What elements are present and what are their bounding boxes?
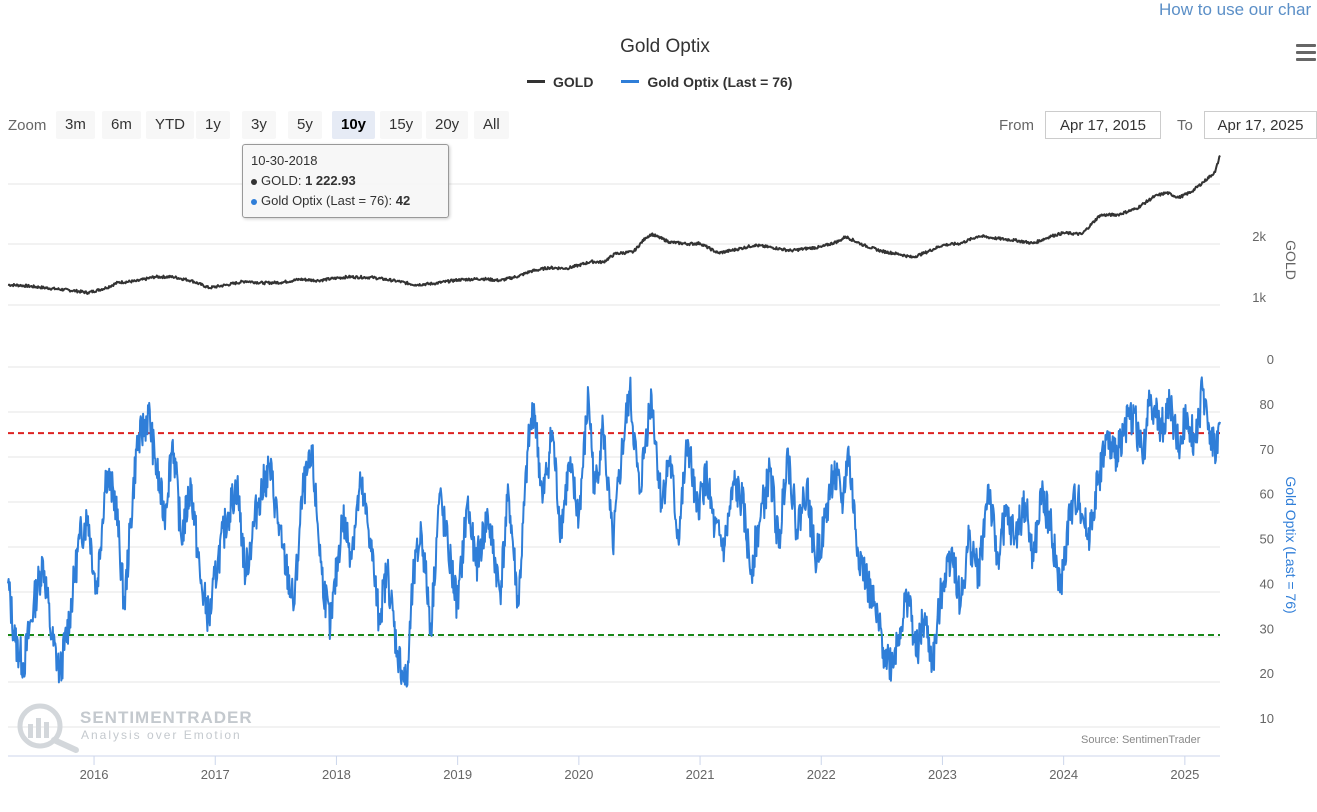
x-tick-label-2020: 2020 bbox=[564, 767, 593, 782]
optix-y-tick-label-20: 20 bbox=[1260, 666, 1274, 681]
tooltip-gold-row: GOLD: 1 222.93 bbox=[251, 171, 440, 191]
legend-label-gold: GOLD bbox=[553, 73, 594, 90]
zoom-button-20y[interactable]: 20y bbox=[426, 111, 469, 139]
to-date-input[interactable]: Apr 17, 2025 bbox=[1204, 111, 1317, 139]
zoom-button-15y[interactable]: 15y bbox=[380, 111, 423, 139]
from-label: From bbox=[999, 117, 1034, 134]
chart-legend: GOLD Gold Optix (Last = 76) bbox=[527, 70, 816, 90]
x-tick-label-2016: 2016 bbox=[80, 767, 109, 782]
legend-item-gold[interactable]: GOLD bbox=[527, 74, 593, 90]
x-tick-label-2025: 2025 bbox=[1170, 767, 1199, 782]
legend-swatch-optix bbox=[621, 80, 640, 83]
optix-y-tick-label-80: 80 bbox=[1260, 397, 1274, 412]
x-tick-label-2022: 2022 bbox=[807, 767, 836, 782]
optix-y-tick-label-40: 40 bbox=[1260, 576, 1274, 591]
tooltip-optix-row: Gold Optix (Last = 76): 42 bbox=[251, 191, 440, 211]
x-tick-label-2023: 2023 bbox=[928, 767, 957, 782]
chart-title: Gold Optix bbox=[620, 36, 710, 57]
tooltip-optix-value: 42 bbox=[395, 193, 411, 208]
zoom-button-3y[interactable]: 3y bbox=[242, 111, 276, 139]
to-label: To bbox=[1177, 117, 1193, 134]
tooltip-gold-label: GOLD bbox=[261, 173, 298, 188]
sentimentrader-logo-icon bbox=[17, 703, 79, 753]
gold-series-line bbox=[7, 154, 1221, 295]
zoom-label: Zoom bbox=[8, 117, 47, 134]
axis-layer: 2016 2017 2018 2019 2020 2021 2022 2023 2024 2025… bbox=[8, 229, 1299, 782]
legend-label-optix: Gold Optix (Last = 76) bbox=[647, 73, 793, 90]
optix-y-tick-label-50: 50 bbox=[1260, 532, 1274, 547]
x-tick-label-2018: 2018 bbox=[322, 767, 351, 782]
grid-layer bbox=[8, 183, 1220, 728]
optix-series-line bbox=[7, 376, 1221, 688]
gold-y-tick-label-2k: 2k bbox=[1252, 229, 1266, 244]
zoom-button-5y[interactable]: 5y bbox=[288, 111, 322, 139]
tooltip-optix-dot-icon bbox=[251, 198, 257, 205]
tooltip-gold-dot-icon bbox=[251, 178, 257, 185]
tooltip-gold-value: 1 222.93 bbox=[305, 173, 356, 188]
source-credit: Source: SentimenTrader bbox=[1081, 734, 1201, 746]
optix-y-axis-title: Gold Optix (Last = 76) bbox=[1283, 476, 1299, 613]
zoom-button-3m[interactable]: 3m bbox=[56, 111, 95, 139]
hamburger-menu-icon[interactable] bbox=[1296, 44, 1316, 65]
optix-y-tick-label-70: 70 bbox=[1260, 442, 1274, 457]
optix-y-tick-label-60: 60 bbox=[1260, 487, 1274, 502]
optix-y-tick-label-0: 0 bbox=[1267, 352, 1274, 367]
x-tick-label-2017: 2017 bbox=[201, 767, 230, 782]
tooltip-date: 10-30-2018 bbox=[251, 153, 318, 168]
data-tooltip: 10-30-2018 GOLD: 1 222.93 Gold Optix (La… bbox=[242, 144, 449, 218]
optix-y-tick-label-30: 30 bbox=[1260, 621, 1274, 636]
optix-y-tick-label-10: 10 bbox=[1260, 711, 1274, 726]
zoom-button-1y[interactable]: 1y bbox=[196, 111, 230, 139]
from-date-input[interactable]: Apr 17, 2015 bbox=[1045, 111, 1161, 139]
watermark-title: SENTIMENTRADER bbox=[80, 708, 253, 727]
legend-item-optix[interactable]: Gold Optix (Last = 76) bbox=[621, 74, 792, 90]
gold-y-axis-title: GOLD bbox=[1283, 240, 1299, 280]
x-tick-label-2021: 2021 bbox=[686, 767, 715, 782]
x-tick-label-2019: 2019 bbox=[443, 767, 472, 782]
help-link[interactable]: How to use our char bbox=[1159, 0, 1312, 19]
threshold-layer bbox=[8, 432, 1220, 637]
zoom-button-6m[interactable]: 6m bbox=[102, 111, 141, 139]
zoom-button-ytd[interactable]: YTD bbox=[146, 111, 194, 139]
watermark-subtitle: Analysis over Emotion bbox=[81, 728, 242, 742]
zoom-button-all[interactable]: All bbox=[474, 111, 509, 139]
legend-swatch-gold bbox=[527, 80, 545, 83]
zoom-button-10y[interactable]: 10y bbox=[332, 111, 376, 139]
tooltip-optix-label: Gold Optix (Last = 76) bbox=[261, 193, 389, 208]
gold-y-tick-label-1k: 1k bbox=[1252, 290, 1266, 305]
series-layer bbox=[7, 154, 1221, 688]
x-tick-label-2024: 2024 bbox=[1049, 767, 1078, 782]
